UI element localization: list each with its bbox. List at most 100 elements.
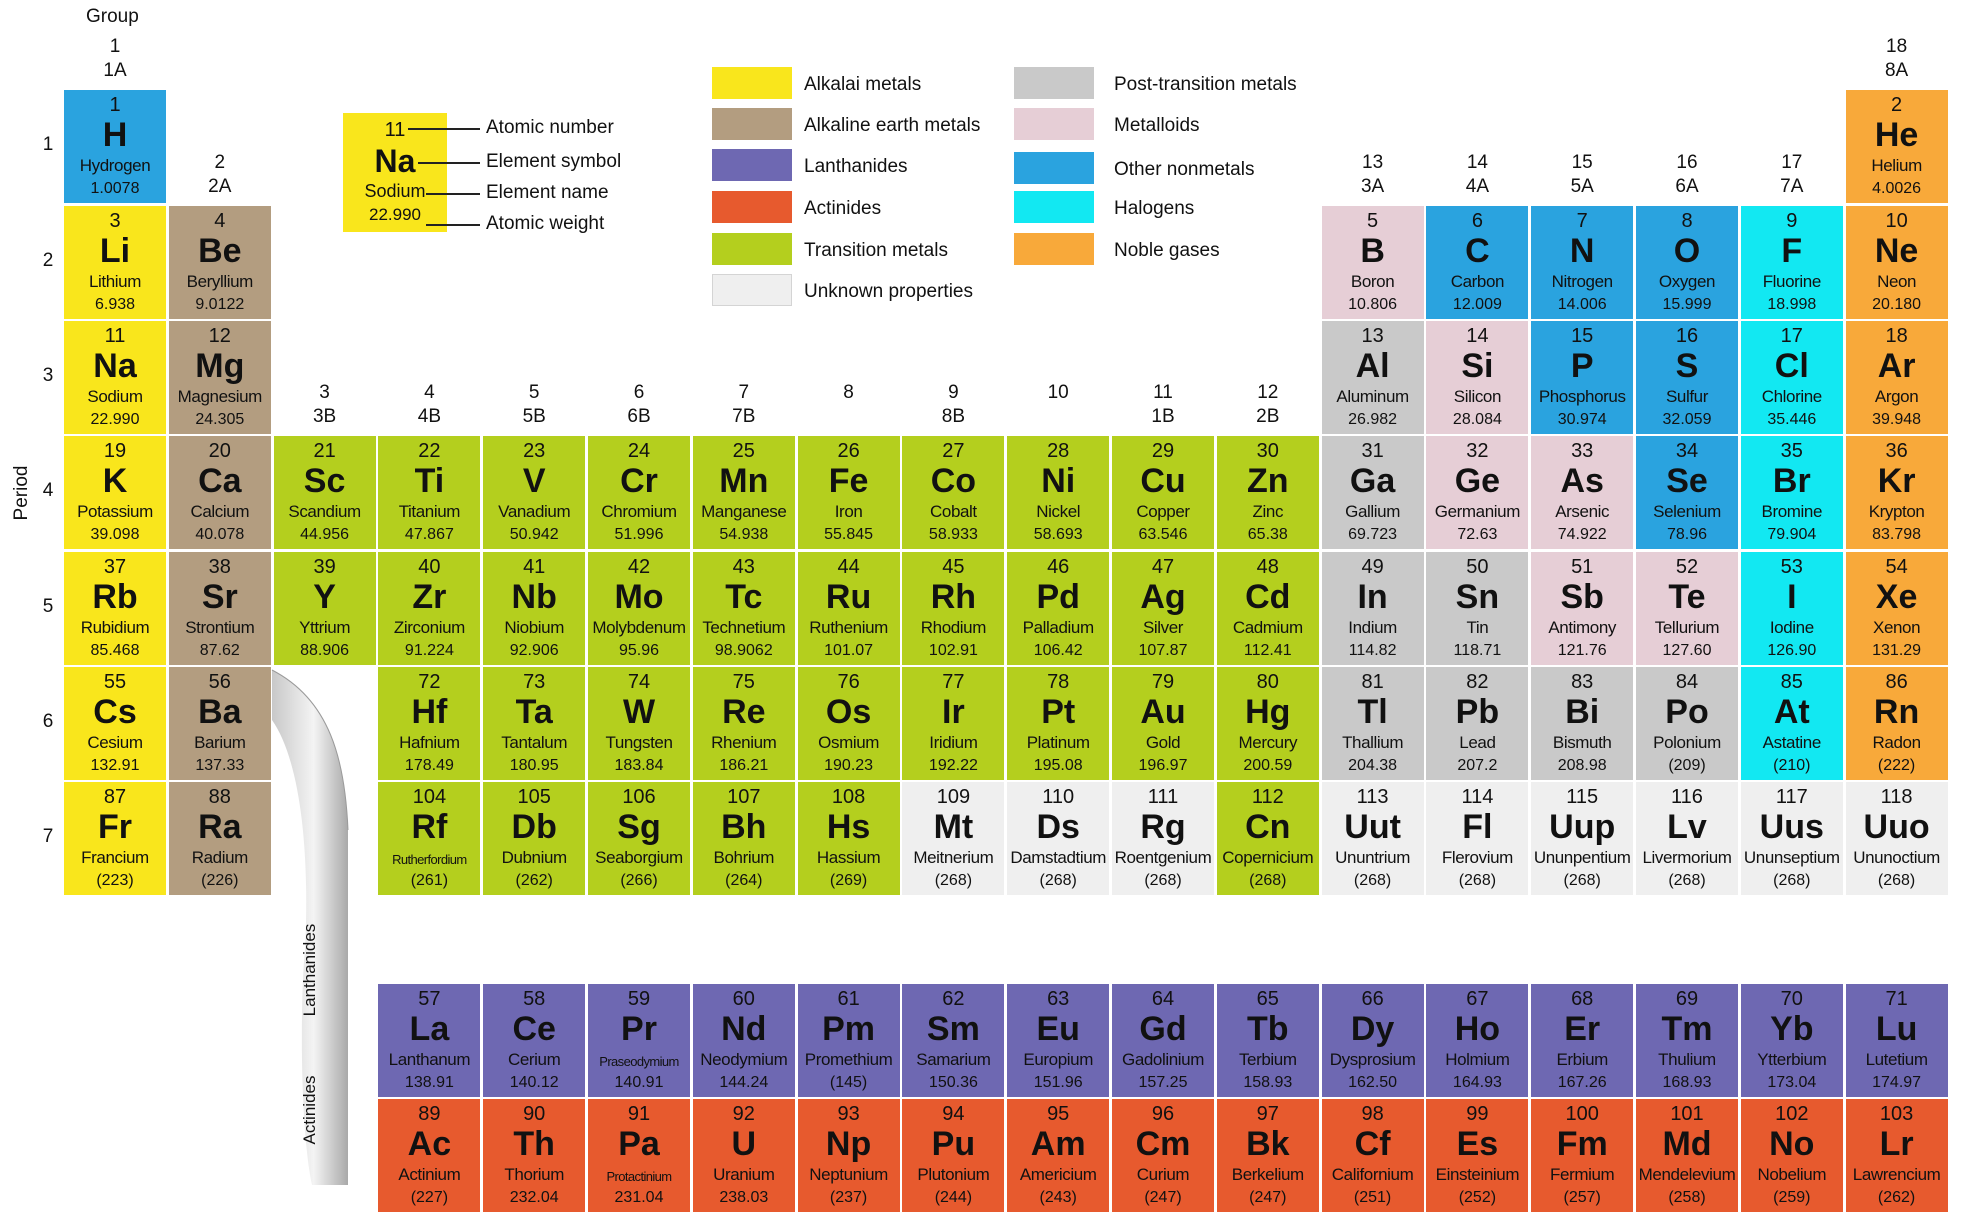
element-cell-yb[interactable]: 70 Yb Ytterbium 173.04	[1740, 984, 1843, 1097]
element-cell-fr[interactable]: 87 Fr Francium (223)	[64, 782, 166, 895]
element-cell-f[interactable]: 9 F Fluorine 18.998	[1740, 206, 1843, 319]
element-cell-ho[interactable]: 67 Ho Holmium 164.93	[1426, 984, 1529, 1097]
element-cell-db[interactable]: 105 Db Dubnium (262)	[483, 782, 586, 895]
element-cell-cs[interactable]: 55 Cs Cesium 132.91	[64, 667, 166, 780]
element-cell-pt[interactable]: 78 Pt Platinum 195.08	[1007, 667, 1110, 780]
element-cell-w[interactable]: 74 W Tungsten 183.84	[588, 667, 690, 780]
element-cell-sc[interactable]: 21 Sc Scandium 44.956	[273, 436, 376, 549]
element-cell-uut[interactable]: 113 Uut Ununtrium (268)	[1321, 782, 1424, 895]
element-cell-li[interactable]: 3 Li Lithium 6.938	[64, 206, 166, 319]
element-cell-mg[interactable]: 12 Mg Magnesium 24.305	[168, 321, 271, 434]
element-cell-ga[interactable]: 31 Ga Gallium 69.723	[1321, 436, 1424, 549]
element-cell-ba[interactable]: 56 Ba Barium 137.33	[168, 667, 271, 780]
element-cell-ti[interactable]: 22 Ti Titanium 47.867	[378, 436, 481, 549]
element-cell-pd[interactable]: 46 Pd Palladium 106.42	[1007, 552, 1110, 665]
element-cell-cf[interactable]: 98 Cf Californium (251)	[1321, 1099, 1424, 1212]
element-cell-ge[interactable]: 32 Ge Germanium 72.63	[1426, 436, 1529, 549]
element-cell-lu[interactable]: 71 Lu Lutetium 174.97	[1845, 984, 1948, 1097]
element-cell-at[interactable]: 85 At Astatine (210)	[1740, 667, 1843, 780]
element-cell-fe[interactable]: 26 Fe Iron 55.845	[797, 436, 900, 549]
element-cell-cd[interactable]: 48 Cd Cadmium 112.41	[1216, 552, 1319, 665]
element-cell-dy[interactable]: 66 Dy Dysprosium 162.50	[1321, 984, 1424, 1097]
element-cell-eu[interactable]: 63 Eu Europium 151.96	[1007, 984, 1110, 1097]
element-cell-ar[interactable]: 18 Ar Argon 39.948	[1845, 321, 1948, 434]
element-cell-np[interactable]: 93 Np Neptunium (237)	[797, 1099, 900, 1212]
element-cell-ag[interactable]: 47 Ag Silver 107.87	[1112, 552, 1214, 665]
element-cell-na[interactable]: 11 Na Sodium 22.990	[64, 321, 166, 434]
element-cell-hf[interactable]: 72 Hf Hafnium 178.49	[378, 667, 481, 780]
element-cell-uup[interactable]: 115 Uup Ununpentium (268)	[1531, 782, 1634, 895]
element-cell-th[interactable]: 90 Th Thorium 232.04	[483, 1099, 586, 1212]
element-cell-ds[interactable]: 110 Ds Damstadtium (268)	[1007, 782, 1110, 895]
element-cell-rg[interactable]: 111 Rg Roentgenium (268)	[1112, 782, 1214, 895]
element-cell-u[interactable]: 92 U Uranium 238.03	[692, 1099, 795, 1212]
element-cell-cn[interactable]: 112 Cn Copernicium (268)	[1216, 782, 1319, 895]
element-cell-v[interactable]: 23 V Vanadium 50.942	[483, 436, 586, 549]
element-cell-sr[interactable]: 38 Sr Strontium 87.62	[168, 552, 271, 665]
element-cell-lr[interactable]: 103 Lr Lawrencium (262)	[1845, 1099, 1948, 1212]
element-cell-c[interactable]: 6 C Carbon 12.009	[1426, 206, 1529, 319]
element-cell-mn[interactable]: 25 Mn Manganese 54.938	[692, 436, 795, 549]
element-cell-p[interactable]: 15 P Phosphorus 30.974	[1531, 321, 1634, 434]
element-cell-kr[interactable]: 36 Kr Krypton 83.798	[1845, 436, 1948, 549]
element-cell-ce[interactable]: 58 Ce Cerium 140.12	[483, 984, 586, 1097]
element-cell-pb[interactable]: 82 Pb Lead 207.2	[1426, 667, 1529, 780]
element-cell-la[interactable]: 57 La Lanthanum 138.91	[378, 984, 481, 1097]
element-cell-ir[interactable]: 77 Ir Iridium 192.22	[902, 667, 1005, 780]
element-cell-si[interactable]: 14 Si Silicon 28.084	[1426, 321, 1529, 434]
element-cell-zn[interactable]: 30 Zn Zinc 65.38	[1216, 436, 1319, 549]
element-cell-cm[interactable]: 96 Cm Curium (247)	[1112, 1099, 1214, 1212]
element-cell-no[interactable]: 102 No Nobelium (259)	[1740, 1099, 1843, 1212]
element-cell-sm[interactable]: 62 Sm Samarium 150.36	[902, 984, 1005, 1097]
element-cell-md[interactable]: 101 Md Mendelevium (258)	[1636, 1099, 1738, 1212]
element-cell-xe[interactable]: 54 Xe Xenon 131.29	[1845, 552, 1948, 665]
element-cell-cl[interactable]: 17 Cl Chlorine 35.446	[1740, 321, 1843, 434]
element-cell-bh[interactable]: 107 Bh Bohrium (264)	[692, 782, 795, 895]
element-cell-s[interactable]: 16 S Sulfur 32.059	[1636, 321, 1738, 434]
element-cell-n[interactable]: 7 N Nitrogen 14.006	[1531, 206, 1634, 319]
element-cell-cr[interactable]: 24 Cr Chromium 51.996	[588, 436, 690, 549]
element-cell-po[interactable]: 84 Po Polonium (209)	[1636, 667, 1738, 780]
element-cell-i[interactable]: 53 I Iodine 126.90	[1740, 552, 1843, 665]
element-cell-ca[interactable]: 20 Ca Calcium 40.078	[168, 436, 271, 549]
element-cell-fl[interactable]: 114 Fl Flerovium (268)	[1426, 782, 1529, 895]
element-cell-mo[interactable]: 42 Mo Molybdenum 95.96	[588, 552, 690, 665]
element-cell-au[interactable]: 79 Au Gold 196.97	[1112, 667, 1214, 780]
element-cell-pr[interactable]: 59 Pr Praseodymium 140.91	[588, 984, 690, 1097]
element-cell-o[interactable]: 8 O Oxygen 15.999	[1636, 206, 1738, 319]
element-cell-nd[interactable]: 60 Nd Neodymium 144.24	[692, 984, 795, 1097]
element-cell-bi[interactable]: 83 Bi Bismuth 208.98	[1531, 667, 1634, 780]
element-cell-sg[interactable]: 106 Sg Seaborgium (266)	[588, 782, 690, 895]
element-cell-es[interactable]: 99 Es Einsteinium (252)	[1426, 1099, 1529, 1212]
element-cell-bk[interactable]: 97 Bk Berkelium (247)	[1216, 1099, 1319, 1212]
element-cell-br[interactable]: 35 Br Bromine 79.904	[1740, 436, 1843, 549]
element-cell-in[interactable]: 49 In Indium 114.82	[1321, 552, 1424, 665]
element-cell-rb[interactable]: 37 Rb Rubidium 85.468	[64, 552, 166, 665]
element-cell-b[interactable]: 5 B Boron 10.806	[1321, 206, 1424, 319]
element-cell-er[interactable]: 68 Er Erbium 167.26	[1531, 984, 1634, 1097]
element-cell-tb[interactable]: 65 Tb Terbium 158.93	[1216, 984, 1319, 1097]
element-cell-lv[interactable]: 116 Lv Livermorium (268)	[1636, 782, 1738, 895]
element-cell-ru[interactable]: 44 Ru Ruthenium 101.07	[797, 552, 900, 665]
element-cell-ra[interactable]: 88 Ra Radium (226)	[168, 782, 271, 895]
element-cell-gd[interactable]: 64 Gd Gadolinium 157.25	[1112, 984, 1214, 1097]
element-cell-am[interactable]: 95 Am Americium (243)	[1007, 1099, 1110, 1212]
element-cell-be[interactable]: 4 Be Beryllium 9.0122	[168, 206, 271, 319]
element-cell-uus[interactable]: 117 Uus Ununseptium (268)	[1740, 782, 1843, 895]
element-cell-h[interactable]: 1 H Hydrogen 1.0078	[64, 90, 166, 203]
element-cell-he[interactable]: 2 He Helium 4.0026	[1845, 90, 1948, 203]
element-cell-ne[interactable]: 10 Ne Neon 20.180	[1845, 206, 1948, 319]
element-cell-y[interactable]: 39 Y Yttrium 88.906	[273, 552, 376, 665]
element-cell-pa[interactable]: 91 Pa Protactinium 231.04	[588, 1099, 690, 1212]
element-cell-te[interactable]: 52 Te Tellurium 127.60	[1636, 552, 1738, 665]
element-cell-fm[interactable]: 100 Fm Fermium (257)	[1531, 1099, 1634, 1212]
element-cell-as[interactable]: 33 As Arsenic 74.922	[1531, 436, 1634, 549]
element-cell-ta[interactable]: 73 Ta Tantalum 180.95	[483, 667, 586, 780]
element-cell-hs[interactable]: 108 Hs Hassium (269)	[797, 782, 900, 895]
element-cell-re[interactable]: 75 Re Rhenium 186.21	[692, 667, 795, 780]
element-cell-pu[interactable]: 94 Pu Plutonium (244)	[902, 1099, 1005, 1212]
element-cell-sn[interactable]: 50 Sn Tin 118.71	[1426, 552, 1529, 665]
element-cell-pm[interactable]: 61 Pm Promethium (145)	[797, 984, 900, 1097]
element-cell-se[interactable]: 34 Se Selenium 78.96	[1636, 436, 1738, 549]
element-cell-os[interactable]: 76 Os Osmium 190.23	[797, 667, 900, 780]
